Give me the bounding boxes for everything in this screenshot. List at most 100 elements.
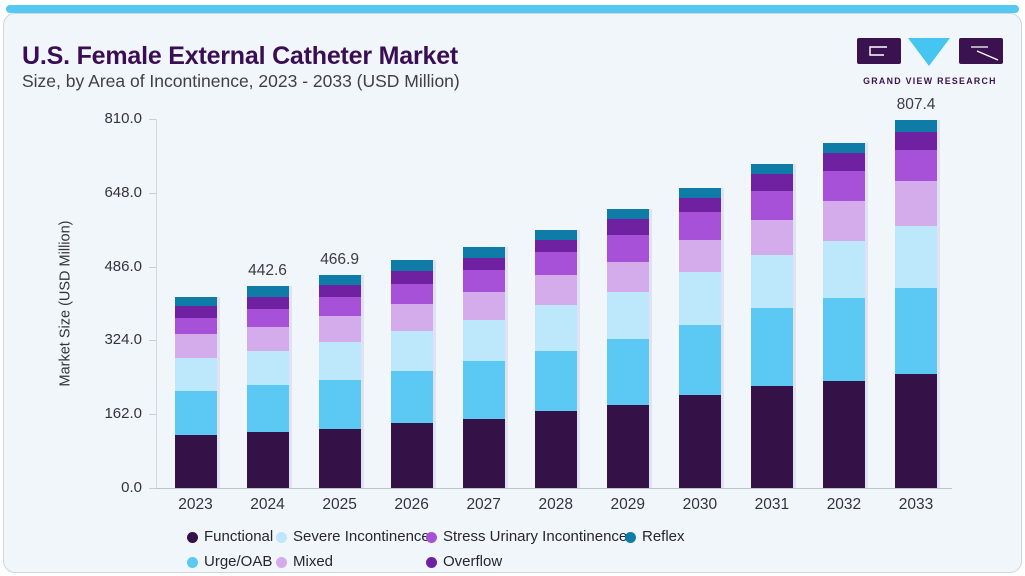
x-tick-label: 2027: [466, 496, 501, 513]
bar-segment-functional: [318, 428, 361, 488]
bar-segment-reflex: [174, 297, 217, 306]
bar-segment-functional: [534, 410, 577, 488]
stacked-bar-2029: [606, 208, 649, 488]
bar-segment-stress-urinary-incontinence: [606, 234, 649, 263]
bar-total-label-2025: 466.9: [320, 251, 359, 269]
y-tick-label: 648.0: [104, 183, 142, 201]
stacked-bar-2032: [822, 143, 865, 488]
stacked-bar-2031: [750, 164, 793, 488]
legend-item-mixed: Mixed: [293, 553, 334, 570]
bar-segment-functional: [462, 419, 505, 488]
bar-segment-overflow: [534, 239, 577, 253]
bar-segment-reflex: [246, 286, 289, 298]
stacked-bar-2025: [318, 275, 361, 488]
y-tick-label: 486.0: [104, 257, 142, 275]
bar-segment-mixed: [606, 262, 649, 292]
y-axis-line: [156, 119, 157, 488]
stacked-bar-2027: [462, 246, 505, 488]
y-tick-label: 0.0: [121, 479, 142, 496]
legend-dot-stress-urinary-incontinence: [426, 532, 437, 543]
bar-segment-reflex: [390, 260, 433, 272]
bar-segment-mixed: [318, 316, 361, 343]
bar-segment-functional: [246, 431, 289, 488]
bar-segment-severe-incontinence: [895, 225, 937, 288]
bar-segment-overflow: [678, 197, 721, 213]
bar-segment-reflex: [750, 164, 793, 175]
chart-title: U.S. Female External Catheter Market: [22, 42, 459, 70]
y-tick-label: 810.0: [104, 110, 142, 127]
x-tick-label: 2029: [610, 496, 646, 513]
bar-segment-overflow: [462, 257, 505, 270]
bar-segment-overflow: [822, 152, 865, 171]
bar-segment-functional: [678, 395, 721, 488]
bar-segment-stress-urinary-incontinence: [246, 309, 289, 327]
logo-r-stroke: [971, 46, 999, 61]
bar-segment-urge-oab: [318, 379, 361, 429]
bar-segment-mixed: [822, 200, 865, 242]
bar-segment-urge-oab: [822, 297, 865, 381]
y-tick-mark: [149, 192, 156, 194]
bar-segment-stress-urinary-incontinence: [174, 317, 217, 335]
top-accent-bar: [6, 5, 1019, 13]
bar-segment-overflow: [174, 305, 217, 318]
x-axis-line: [156, 488, 952, 489]
bar-segment-overflow: [750, 174, 793, 191]
bar-segment-urge-oab: [678, 324, 721, 395]
bar-segment-severe-incontinence: [174, 357, 217, 391]
bar-segment-mixed: [246, 326, 289, 351]
legend-item-severe-incontinence: Severe Incontinence: [293, 528, 430, 545]
bar-segment-mixed: [174, 334, 217, 358]
y-tick-label: 324.0: [104, 331, 142, 349]
y-tick-mark: [149, 488, 156, 489]
bar-segment-stress-urinary-incontinence: [750, 190, 793, 220]
bar-segment-functional: [174, 435, 217, 488]
plot-area: 0.0 162.0 324.0 486.0 648.0 810.0 2023 2024 442.…: [4, 14, 1021, 572]
bar-segment-reflex: [462, 246, 505, 258]
bar-segment-mixed: [462, 291, 505, 320]
bar-segment-reflex: [606, 208, 649, 220]
bar-segment-mixed: [390, 304, 433, 331]
legend-dot-reflex: [625, 532, 636, 543]
stacked-bar-2028: [534, 229, 577, 488]
gvr-logo-icon: [857, 38, 1003, 66]
y-tick-mark: [149, 340, 156, 342]
stacked-bar-2024: [246, 286, 289, 488]
y-tick-mark: [149, 414, 156, 416]
bar-segment-reflex: [895, 120, 937, 132]
x-tick-label: 2031: [754, 496, 790, 513]
x-tick-label: 2024: [250, 496, 285, 513]
bar-total-label-2024: 442.6: [248, 262, 287, 280]
x-tick-label: 2025: [322, 496, 357, 513]
logo-v-triangle-icon: [908, 38, 950, 66]
bar-segment-severe-incontinence: [246, 350, 289, 385]
bar-segment-functional: [390, 422, 433, 488]
bar-segment-severe-incontinence: [822, 241, 865, 298]
bar-segment-overflow: [246, 297, 289, 310]
bar-segment-urge-oab: [174, 390, 217, 436]
legend: Functional Severe Incontinence Stress Urin…: [4, 14, 1021, 572]
bar-segment-overflow: [895, 131, 937, 150]
bar-segment-stress-urinary-incontinence: [462, 270, 505, 292]
bar-segment-functional: [895, 373, 937, 488]
legend-dot-urge-oab: [187, 557, 198, 568]
bar-segment-mixed: [678, 240, 721, 273]
legend-item-functional: Functional: [204, 528, 274, 545]
bar-segment-severe-incontinence: [678, 272, 721, 325]
grand-view-research-logo: GRAND VIEW RESEARCH: [857, 38, 1003, 86]
bar-total-label-2033: 807.4: [896, 96, 936, 114]
legend-dot-functional: [187, 532, 198, 543]
bar-segment-functional: [750, 385, 793, 488]
y-tick-mark: [149, 266, 156, 268]
bar-segment-severe-incontinence: [534, 304, 577, 352]
bar-segment-severe-incontinence: [606, 291, 649, 339]
bar-segment-mixed: [750, 219, 793, 255]
y-tick-label: 162.0: [104, 405, 142, 423]
x-tick-label: 2028: [538, 496, 573, 513]
bar-segment-functional: [606, 405, 649, 488]
bar-segment-urge-oab: [606, 338, 649, 406]
legend-dot-mixed: [276, 557, 287, 568]
bar-segment-stress-urinary-incontinence: [678, 212, 721, 241]
bar-segment-severe-incontinence: [750, 254, 793, 309]
legend-dot-overflow: [426, 557, 437, 568]
x-tick-label: 2023: [178, 496, 213, 513]
